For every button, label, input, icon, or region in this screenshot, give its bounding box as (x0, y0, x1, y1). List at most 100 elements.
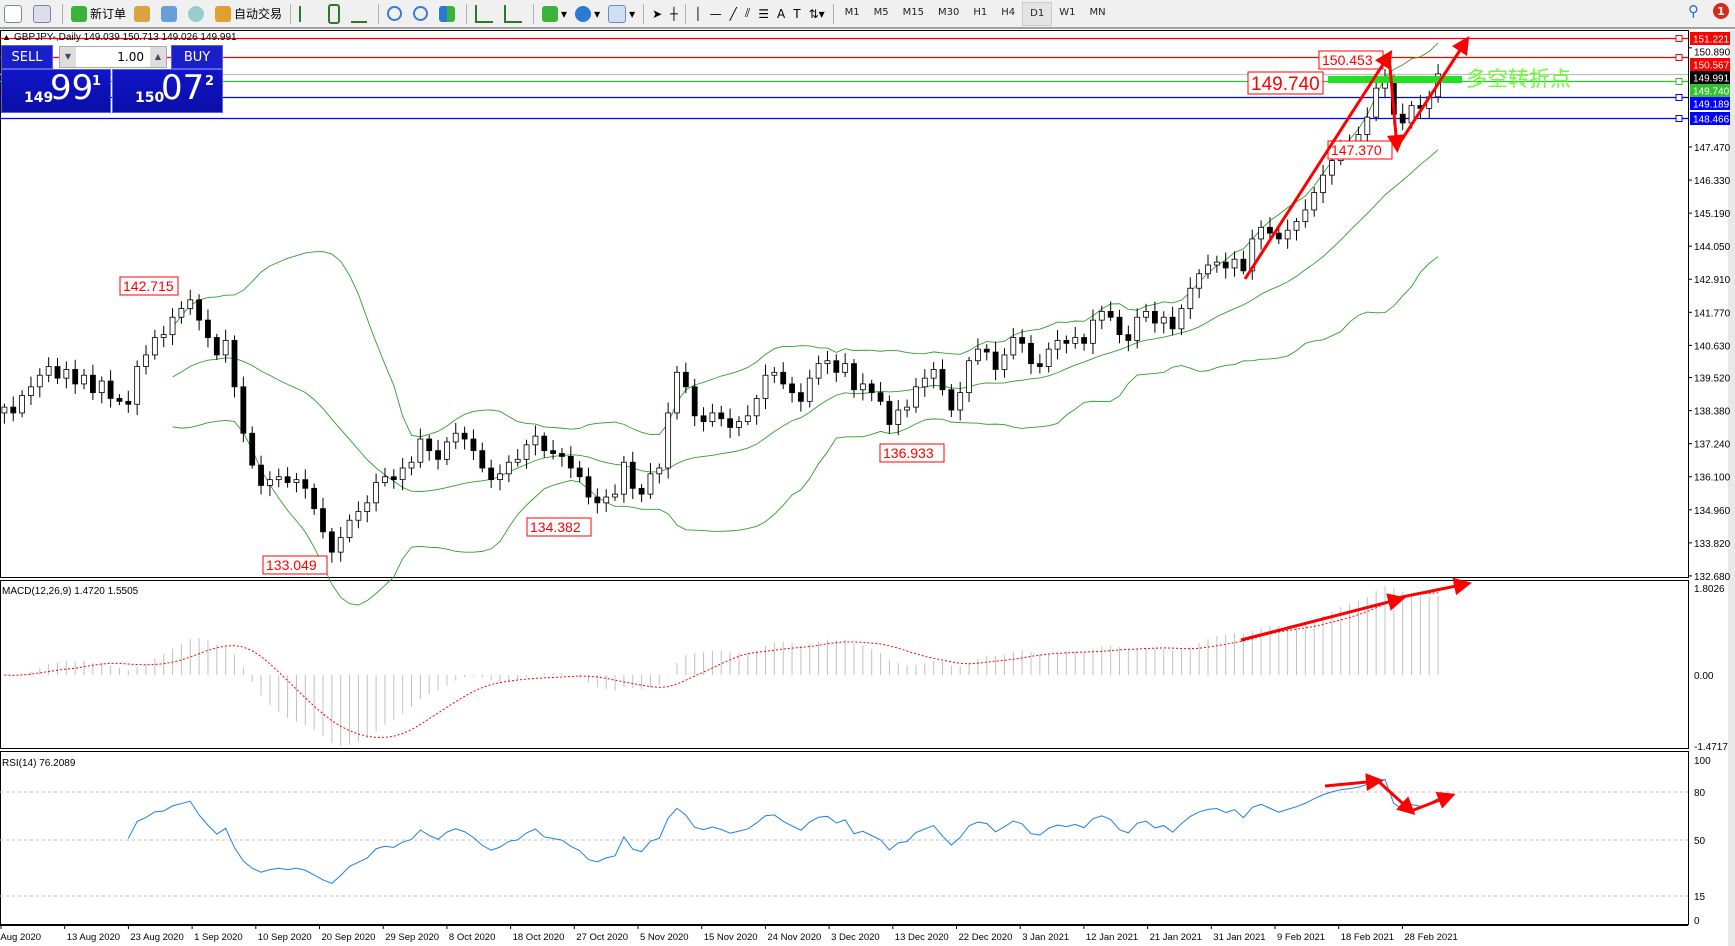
buy-price[interactable]: 150 07 2 (112, 68, 223, 113)
bear-candle (54, 366, 61, 379)
auto-trading-button[interactable]: 自动交易 (211, 3, 286, 25)
price-label-level: 149.740 (1251, 74, 1320, 95)
bull-candle (399, 467, 406, 481)
tile-windows-button[interactable] (435, 3, 462, 25)
pivot-zone-bar[interactable] (1328, 76, 1462, 83)
date-label: 10 Sep 2020 (258, 932, 312, 943)
signals-button[interactable] (184, 3, 211, 25)
timeframe-m15[interactable]: M15 (902, 7, 925, 18)
bull-candle (753, 398, 760, 417)
timeframe-mn[interactable]: MN (1089, 7, 1106, 18)
price-tick-label: 140.630 (1694, 341, 1731, 352)
timeframe-h4[interactable]: H4 (1001, 7, 1016, 18)
horizontal-line-button[interactable]: — (706, 3, 726, 25)
new-order-button[interactable]: 新订单 (67, 3, 130, 25)
candlestick-button[interactable] (324, 3, 347, 25)
lot-increase-icon[interactable]: ▲ (150, 47, 166, 67)
bear-candle (983, 348, 990, 353)
indicators-button[interactable]: ▾ (538, 3, 571, 25)
metaeditor-button[interactable] (130, 3, 157, 25)
level-handle-icon[interactable] (1675, 115, 1683, 122)
level-handle-icon[interactable] (1675, 35, 1683, 42)
chart-shift-button[interactable] (500, 3, 529, 25)
new-chart-button[interactable] (0, 3, 29, 25)
timeframe-m30[interactable]: M30 (938, 7, 960, 18)
trend-arrow[interactable] (1386, 54, 1405, 153)
timeframe-d1[interactable]: D1 (1022, 1, 1053, 26)
timeframe-m1[interactable]: M1 (844, 7, 860, 18)
bar-chart-button[interactable] (295, 3, 324, 25)
vertical-line-button[interactable]: │ (690, 3, 705, 25)
text-button[interactable]: A (773, 3, 789, 25)
bear-candle (594, 496, 601, 504)
bull-candle (674, 371, 680, 414)
level-handle-icon[interactable] (1675, 78, 1683, 85)
autoscroll-button[interactable] (471, 3, 500, 25)
lot-decrease-icon[interactable]: ▼ (60, 47, 76, 67)
price-label-low-sep-box (262, 555, 328, 575)
template-icon (608, 4, 627, 23)
auto-trading-icon (215, 5, 232, 22)
equidistant-channel-button[interactable]: ⫽ (741, 3, 754, 25)
bull-candle (1134, 316, 1141, 341)
sell-price[interactable]: 149 99 1 (1, 68, 111, 113)
macd-tick-label: -1.4717 (1694, 742, 1728, 753)
bull-candle (364, 502, 371, 512)
bull-candle (1072, 337, 1079, 344)
date-label: 18 Feb 2021 (1341, 932, 1394, 943)
fibonacci-button[interactable]: ☰ (754, 3, 773, 25)
trend-arrow[interactable] (1395, 35, 1470, 148)
trend-arrow[interactable] (1240, 593, 1406, 642)
arrows-button[interactable]: ⇅▾ (805, 3, 829, 25)
trend-arrow[interactable] (1324, 773, 1384, 792)
price-tick-label: 142.910 (1694, 275, 1731, 286)
price-level-tag (1690, 97, 1730, 110)
chart-title: GBPJPY-,Daily 149.039 150.713 149.026 14… (14, 32, 237, 43)
trend-arrow[interactable] (1410, 791, 1456, 813)
bear-candle (851, 363, 857, 391)
trend-arrow[interactable] (1391, 577, 1472, 601)
lot-size-field[interactable]: ▼ 1.00 ▲ (59, 46, 167, 68)
sell-button[interactable]: SELL (1, 45, 53, 69)
price-tick-label: 145.190 (1694, 209, 1731, 220)
line-chart-button[interactable] (347, 3, 374, 25)
templates-button[interactable]: ▾ (604, 3, 639, 25)
zoom-in-button[interactable] (383, 3, 409, 25)
price-level-tag (1690, 32, 1730, 45)
lot-value[interactable]: 1.00 (117, 50, 144, 64)
price-label-high-aug-box (119, 276, 179, 296)
text-label-button[interactable]: T (789, 3, 804, 25)
navigator-button[interactable] (157, 3, 184, 25)
bull-candle (824, 360, 831, 365)
price-level-tag-text: 148.466 (1693, 115, 1730, 126)
crosshair-button[interactable]: ┼ (666, 3, 681, 25)
buy-button[interactable]: BUY (171, 45, 223, 69)
timeframe-h1[interactable]: H1 (973, 7, 988, 18)
bear-candle (90, 374, 96, 394)
price-level-tag (1690, 84, 1730, 97)
trend-arrow[interactable] (1376, 779, 1416, 816)
profiles-button[interactable] (29, 3, 58, 25)
trend-arrow[interactable] (1243, 49, 1393, 280)
bull-candle (665, 412, 672, 469)
trendline-button[interactable]: ╱ (726, 3, 741, 25)
date-label: 12 Jan 2021 (1086, 932, 1138, 943)
timeframe-m5[interactable]: M5 (873, 7, 889, 18)
zoom-out-button[interactable] (409, 3, 435, 25)
periods-button[interactable]: ▾ (571, 3, 604, 25)
chart-menu-icon[interactable]: ▲ (2, 32, 11, 42)
separator (466, 3, 468, 24)
price-label-low-feb: 147.370 (1331, 142, 1382, 158)
price-label-low-dec: 136.933 (883, 445, 934, 461)
separator (290, 3, 292, 24)
search-icon[interactable]: ⚲ (1688, 2, 1699, 20)
level-handle-icon[interactable] (1675, 94, 1683, 101)
notification-badge[interactable]: 1 (1713, 3, 1729, 19)
level-handle-icon[interactable] (1675, 54, 1683, 61)
bear-candle (1399, 113, 1406, 124)
bull-candle (1213, 261, 1220, 266)
bull-candle (1329, 160, 1335, 176)
timeframe-w1[interactable]: W1 (1059, 7, 1076, 18)
cursor-button[interactable]: ➤ (648, 3, 666, 25)
